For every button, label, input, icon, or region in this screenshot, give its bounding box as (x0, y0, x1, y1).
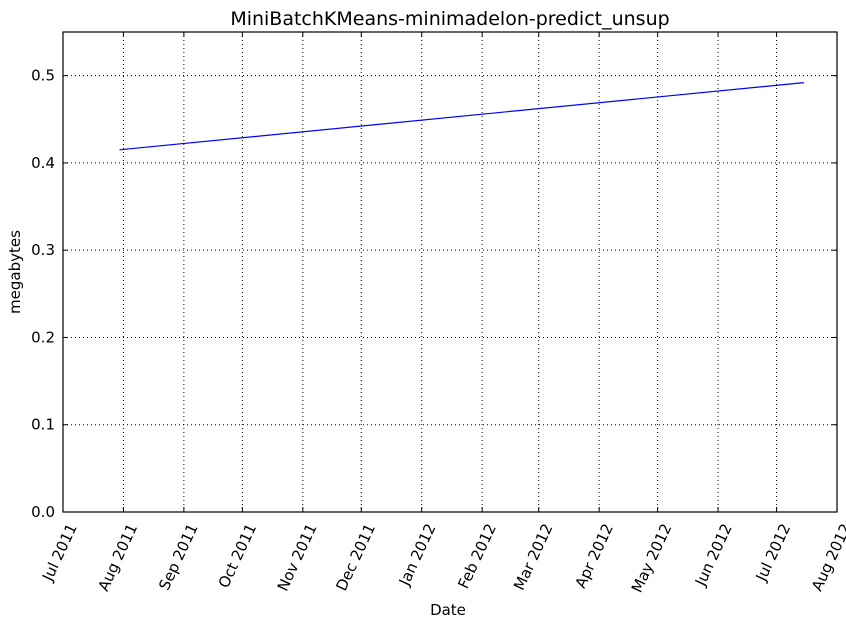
y-tick-labels: 0.0 0.1 0.2 0.3 0.4 0.5 (31, 67, 55, 521)
y-tick-label: 0.2 (31, 328, 55, 346)
y-axis-label: megabytes (6, 230, 24, 314)
series-layer (119, 82, 804, 151)
y-tick-label: 0.5 (31, 67, 55, 85)
series-line (119, 82, 804, 151)
y-tick-label: 0.0 (31, 503, 55, 521)
ticks (62, 32, 838, 513)
y-tick-label: 0.3 (31, 241, 55, 259)
y-tick-label: 0.4 (31, 154, 55, 172)
chart-title: MiniBatchKMeans-minimadelon-predict_unsu… (230, 8, 669, 30)
grid (62, 32, 838, 512)
plot-frame (62, 31, 838, 513)
x-axis-label: Date (430, 601, 466, 619)
y-tick-label: 0.1 (31, 416, 55, 434)
